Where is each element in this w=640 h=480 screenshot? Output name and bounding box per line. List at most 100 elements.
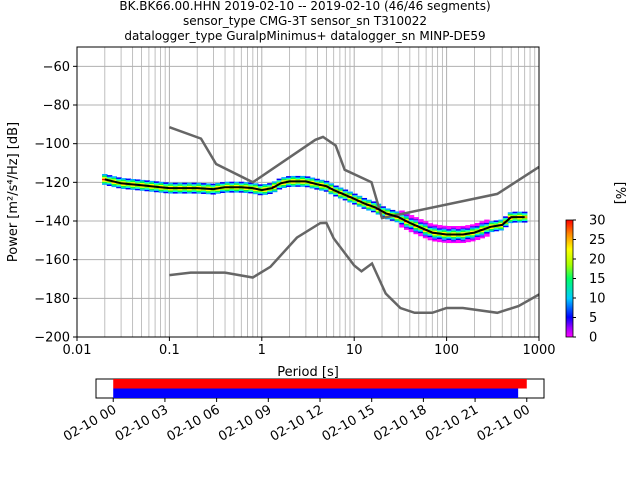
density-cell — [220, 191, 226, 193]
density-cell — [201, 184, 207, 187]
density-cell — [413, 220, 419, 222]
density-cell — [139, 182, 146, 185]
density-cell — [446, 226, 452, 228]
density-cell — [418, 222, 424, 224]
density-cell — [361, 207, 368, 209]
density-cell — [389, 213, 396, 215]
density-cell — [337, 196, 344, 199]
density-cell — [517, 213, 523, 215]
density-cell — [422, 232, 429, 234]
density-cell — [262, 193, 268, 195]
density-cell — [441, 231, 448, 234]
density-cell — [205, 183, 212, 185]
density-cell — [465, 234, 471, 237]
timeline-tick-label: 02-11 00 — [475, 402, 533, 444]
density-cell — [455, 236, 462, 239]
density-cell — [253, 192, 259, 195]
density-cell — [517, 220, 523, 223]
density-cell — [521, 219, 528, 222]
density-cell — [262, 191, 268, 194]
density-cell — [380, 215, 386, 218]
density-cell — [422, 230, 429, 233]
density-cell — [455, 241, 462, 244]
density-cell — [474, 235, 481, 237]
density-cell — [432, 233, 438, 236]
density-cell — [149, 190, 155, 192]
density-cell — [361, 205, 368, 208]
density-cell — [271, 187, 278, 190]
density-cell — [446, 239, 452, 242]
density-cell — [479, 236, 485, 239]
density-cell — [451, 230, 457, 233]
density-cell — [399, 222, 405, 225]
density-cell — [281, 178, 287, 181]
density-cell — [220, 188, 226, 190]
density-cell — [191, 182, 198, 185]
density-cell — [441, 234, 448, 237]
density-cell — [267, 184, 273, 187]
density-cell — [342, 198, 349, 201]
density-cell — [437, 240, 443, 243]
density-cell — [323, 190, 330, 192]
density-cell — [403, 226, 410, 229]
density-cell — [135, 187, 141, 189]
density-cell — [399, 216, 405, 219]
density-cell — [106, 182, 113, 185]
density-cell — [347, 197, 353, 200]
density-cell — [257, 190, 264, 193]
density-cell — [243, 183, 250, 186]
density-cell — [484, 219, 490, 222]
density-cell — [493, 226, 500, 229]
density-cell — [437, 234, 443, 236]
density-cell — [413, 221, 419, 224]
density-cell — [408, 215, 415, 217]
density-cell — [507, 215, 514, 217]
colorbar-ticks: 0 5 10 15 20 25 30 — [573, 214, 606, 346]
x-axis-label: Period [s] — [277, 365, 339, 380]
density-cell — [210, 185, 217, 187]
density-cell — [356, 198, 363, 201]
density-cell — [352, 201, 358, 203]
density-cell — [125, 186, 132, 188]
density-cell — [493, 229, 500, 232]
density-cell — [422, 233, 429, 236]
density-cell — [380, 207, 386, 210]
density-cell — [125, 187, 132, 190]
density-cell — [314, 184, 320, 187]
density-cell — [144, 189, 151, 192]
density-cell — [224, 184, 231, 187]
density-cell — [102, 173, 108, 176]
density-cell — [333, 187, 339, 189]
density-cell — [243, 189, 250, 192]
density-cell — [427, 235, 434, 238]
density-cell — [102, 177, 108, 179]
timeline-tick-label: 02-10 03 — [113, 402, 171, 444]
density-cell — [460, 241, 467, 243]
density-cell — [394, 211, 401, 213]
density-cell — [342, 195, 349, 198]
density-cell — [488, 221, 495, 223]
density-cell — [304, 185, 311, 188]
density-cell — [451, 227, 457, 230]
density-cell — [120, 178, 127, 180]
density-cell — [507, 221, 514, 224]
density-cell — [102, 180, 108, 182]
density-cell — [389, 209, 396, 212]
density-cell — [163, 183, 169, 186]
density-cell — [168, 182, 174, 185]
density-cell — [503, 217, 509, 220]
density-cell — [337, 193, 344, 196]
density-cell — [196, 184, 202, 186]
density-cell — [418, 234, 424, 237]
density-cell — [220, 182, 226, 184]
density-cell — [370, 207, 377, 210]
density-cell — [290, 185, 297, 187]
density-cell — [116, 178, 122, 181]
density-cell — [394, 219, 401, 221]
density-cell — [215, 185, 221, 188]
density-cell — [347, 199, 353, 201]
density-cell — [253, 184, 259, 187]
density-cell — [304, 177, 311, 180]
y-tick-label: −80 — [43, 99, 70, 114]
density-cell — [399, 224, 405, 226]
